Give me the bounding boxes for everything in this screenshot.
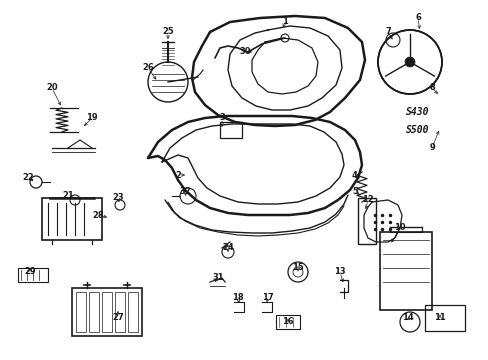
Text: 31: 31 bbox=[212, 274, 224, 283]
Text: 3: 3 bbox=[219, 113, 224, 122]
Text: 4: 4 bbox=[351, 171, 357, 180]
Text: 23: 23 bbox=[112, 194, 123, 202]
Text: 8: 8 bbox=[428, 84, 434, 93]
Text: 17: 17 bbox=[262, 293, 273, 302]
Text: 10: 10 bbox=[393, 224, 405, 233]
Text: S500: S500 bbox=[406, 125, 429, 135]
Text: 9: 9 bbox=[428, 144, 434, 153]
Text: 14: 14 bbox=[401, 314, 413, 323]
Text: 2: 2 bbox=[175, 171, 181, 180]
Text: 27: 27 bbox=[112, 314, 123, 323]
Text: 15: 15 bbox=[291, 264, 303, 273]
Text: 25: 25 bbox=[162, 27, 174, 36]
Text: 26: 26 bbox=[142, 63, 154, 72]
Text: 13: 13 bbox=[333, 267, 345, 276]
Text: 29: 29 bbox=[24, 267, 36, 276]
Circle shape bbox=[404, 57, 414, 67]
Text: 18: 18 bbox=[232, 293, 244, 302]
Text: S430: S430 bbox=[406, 107, 429, 117]
Text: 28: 28 bbox=[92, 211, 103, 220]
Text: 32: 32 bbox=[179, 188, 190, 197]
Text: 5: 5 bbox=[351, 188, 357, 197]
Text: 6: 6 bbox=[414, 13, 420, 22]
Text: 24: 24 bbox=[222, 243, 233, 252]
Text: 30: 30 bbox=[239, 48, 250, 57]
Text: 1: 1 bbox=[282, 18, 287, 27]
Text: 16: 16 bbox=[282, 318, 293, 327]
Text: 20: 20 bbox=[46, 84, 58, 93]
Text: 11: 11 bbox=[433, 314, 445, 323]
Text: 12: 12 bbox=[362, 195, 373, 204]
Text: 7: 7 bbox=[385, 27, 390, 36]
Text: 21: 21 bbox=[62, 190, 74, 199]
Text: 19: 19 bbox=[86, 113, 98, 122]
Text: 22: 22 bbox=[22, 174, 34, 183]
